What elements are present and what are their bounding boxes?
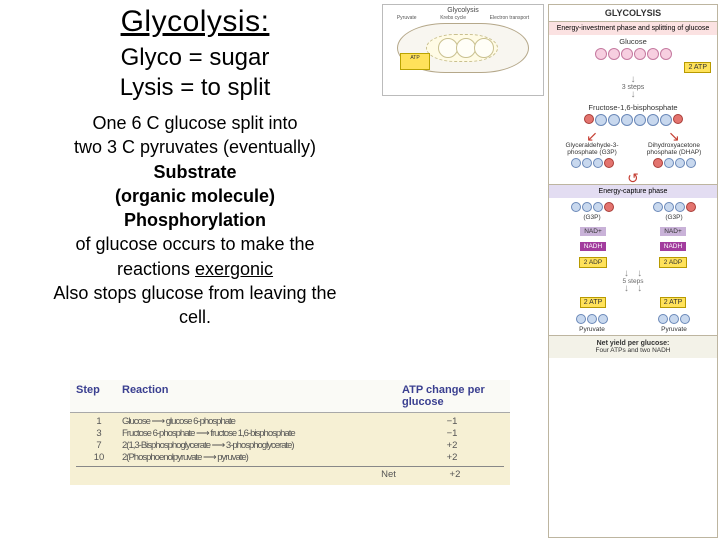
net-value: +2 <box>406 469 504 480</box>
body-span-underline: exergonic <box>195 259 273 279</box>
g3p-pair-label: (G3P) <box>553 214 632 221</box>
body-line: Also stops glucose from leaving the <box>10 281 380 305</box>
body-line: of glucose occurs to make the <box>10 232 380 256</box>
body-line: reactions exergonic <box>10 257 380 281</box>
nadh-tag: NADH <box>580 242 606 251</box>
cell-label: Krebs cycle <box>440 15 466 21</box>
dhap-col: ↘ Dihydroxyacetone phosphate (DHAP) <box>635 130 714 170</box>
title: Glycolysis: <box>10 5 380 39</box>
pyruvate-label: Pyruvate <box>635 326 714 333</box>
cell-step: 10 <box>76 452 122 463</box>
arrow-down-icon: ↓ <box>549 91 717 99</box>
fructose-label: Fructose-1,6-bisphosphate <box>549 101 717 112</box>
g3p-pair-row: (G3P) (G3P) <box>549 198 717 223</box>
reaction-table: Step Reaction ATP change per glucose 1 G… <box>70 380 510 485</box>
body-line: Phosphorylation <box>10 208 380 232</box>
cell-atp: +2 <box>402 440 502 451</box>
phase2-label: Energy-capture phase <box>549 184 717 198</box>
cell-diagram: Glycolysis Pyruvate Krebs cycle Electron… <box>382 4 544 96</box>
cell-ring <box>438 38 458 58</box>
glucose-chain <box>549 48 717 60</box>
adp-tag: 2 ADP <box>579 257 607 268</box>
body-line: cell. <box>10 305 380 329</box>
col-reaction: Reaction <box>122 384 402 408</box>
subtitle-line: Lysis = to split <box>10 73 380 103</box>
cell-atp: −1 <box>402 416 502 427</box>
steps2-label: ↓ ↓ 5 steps ↓ ↓ <box>549 270 717 293</box>
cell-reaction: Fructose 6-phosphate ⟶ fructose 1,6-bisp… <box>122 428 402 439</box>
nadh-tag: NADH <box>660 242 686 251</box>
atp-tag: 2 ATP <box>580 297 607 308</box>
nadh-row: NADH NADH <box>549 240 717 253</box>
cell-label: Pyruvate <box>397 15 417 21</box>
cell-atp: +2 <box>402 452 502 463</box>
table-row: 7 2(1,3-Bisphosphoglycerate ⟶ 3-phosphog… <box>76 439 504 451</box>
cell-reaction: 2(1,3-Bisphosphoglycerate ⟶ 3-phosphogly… <box>122 440 402 451</box>
arrow-down-icon: ↓ <box>549 76 717 84</box>
net-yield-label: Net yield per glucose: <box>597 340 670 347</box>
nad-tag: NAD+ <box>580 227 606 236</box>
glycolysis-pathway: © Brooks/Cole - Thomson Learning GLYCOLY… <box>548 4 718 538</box>
cell-atp: −1 <box>402 428 502 439</box>
cell-diagram-title: Glycolysis <box>383 5 543 14</box>
cell-label: Electron transport <box>490 15 529 21</box>
body-line: Substrate <box>10 160 380 184</box>
arrow-down-icon: ↓ ↓ <box>549 270 717 278</box>
pyruvate-row: Pyruvate Pyruvate <box>549 310 717 335</box>
net-yield-box: Net yield per glucose: Four ATPs and two… <box>549 335 717 358</box>
body-line: two 3 C pyruvates (eventually) <box>10 135 380 159</box>
cell-reaction: Glucose ⟶ glucose 6-phosphate <box>122 416 402 427</box>
col-step: Step <box>76 384 122 408</box>
body-line: One 6 C glucose split into <box>10 111 380 135</box>
cell-step: 3 <box>76 428 122 439</box>
arrow-icon: ↘ <box>635 130 714 142</box>
cell-step: 7 <box>76 440 122 451</box>
steps-label: ↓ 3 steps ↓ <box>549 74 717 101</box>
carbon-bead <box>595 48 607 60</box>
cell-ring <box>474 38 494 58</box>
cell-diagram-labels: Pyruvate Krebs cycle Electron transport <box>383 14 543 21</box>
slide-text-block: Glycolysis: Glyco = sugar Lysis = to spl… <box>10 5 380 330</box>
net-label: Net <box>121 469 406 480</box>
nad-row: NAD+ NAD+ <box>549 225 717 238</box>
subtitle-line: Glyco = sugar <box>10 43 380 73</box>
table-header: Step Reaction ATP change per glucose <box>70 380 510 412</box>
fructose-chain <box>549 114 717 126</box>
phase1-label: Energy-investment phase and splitting of… <box>549 21 717 35</box>
g3p-label: Glyceraldehyde-3-phosphate (G3P) <box>553 142 632 156</box>
split-row: ↙ Glyceraldehyde-3-phosphate (G3P) ↘ Dih… <box>549 128 717 172</box>
body-line: (organic molecule) <box>10 184 380 208</box>
cell-shape: ATP <box>397 23 529 73</box>
cell-step: 1 <box>76 416 122 427</box>
cell-reaction: 2(Phosphoenolpyruvate ⟶ pyruvate) <box>122 452 402 463</box>
table-body: 1 Glucose ⟶ glucose 6-phosphate −1 3 Fru… <box>70 413 510 485</box>
phosphate-bead <box>584 114 594 124</box>
body-span: reactions <box>117 259 195 279</box>
table-row: 3 Fructose 6-phosphate ⟶ fructose 1,6-bi… <box>76 427 504 439</box>
atp-tag: 2 ATP <box>684 62 711 73</box>
pyruvate-label: Pyruvate <box>553 326 632 333</box>
net-yield-value: Four ATPs and two NADH <box>595 347 670 354</box>
subtitle: Glyco = sugar Lysis = to split <box>10 43 380 103</box>
table-row: 10 2(Phosphoenolpyruvate ⟶ pyruvate) +2 <box>76 451 504 463</box>
body-text: One 6 C glucose split into two 3 C pyruv… <box>10 111 380 330</box>
table-row: 1 Glucose ⟶ glucose 6-phosphate −1 <box>76 415 504 427</box>
glucose-label: Glucose <box>549 35 717 46</box>
atp-tag: ATP <box>400 53 430 70</box>
cell-ring <box>456 38 476 58</box>
col-atp: ATP change per glucose <box>402 384 502 408</box>
arrow-icon: ↙ <box>553 130 632 142</box>
pathway-header: GLYCOLYSIS <box>549 5 717 21</box>
curved-arrow-icon: ↺ <box>549 172 717 184</box>
table-net-row: Net +2 <box>76 466 504 481</box>
arrow-down-icon: ↓ ↓ <box>549 285 717 293</box>
atp-tag: 2 ATP <box>660 297 687 308</box>
nad-tag: NAD+ <box>660 227 686 236</box>
g3p-pair-label: (G3P) <box>635 214 714 221</box>
dhap-label: Dihydroxyacetone phosphate (DHAP) <box>635 142 714 156</box>
adp-tag: 2 ADP <box>659 257 687 268</box>
atp2-row: 2 ATP 2 ATP <box>549 295 717 310</box>
g3p-col: ↙ Glyceraldehyde-3-phosphate (G3P) <box>553 130 632 170</box>
